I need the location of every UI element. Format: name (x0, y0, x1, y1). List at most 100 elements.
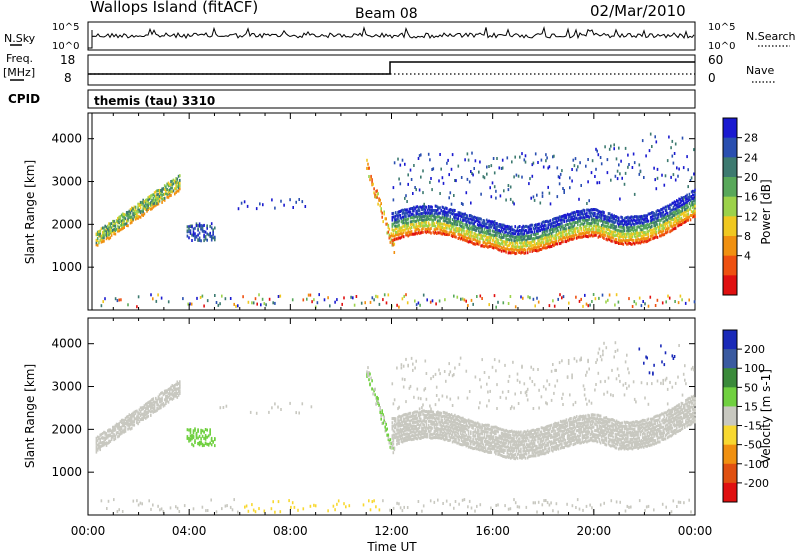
echo-cell (441, 215, 444, 219)
echo-cell (495, 425, 497, 429)
echo-cell (137, 422, 139, 426)
echo-cell (554, 234, 556, 238)
echo-cell (316, 301, 319, 305)
echo-cell (544, 220, 546, 224)
echo-cell (499, 194, 502, 198)
echo-cell (670, 222, 672, 225)
echo-cell (572, 211, 575, 215)
echo-cell (542, 432, 545, 436)
echo-cell (429, 158, 431, 162)
echo-cell (598, 181, 601, 185)
echo-cell (421, 435, 423, 439)
echo-cell (529, 432, 531, 436)
echo-cell (622, 238, 625, 242)
echo-cell (197, 227, 199, 231)
echo-cell (534, 429, 537, 433)
echo-cell (465, 216, 468, 220)
echo-cell (446, 161, 448, 165)
echo-cell (423, 210, 425, 214)
echo-cell (559, 218, 562, 222)
echo-cell (274, 301, 276, 305)
echo-cell (407, 182, 409, 186)
echo-cell (680, 199, 683, 203)
echo-cell (458, 435, 461, 438)
echo-cell (542, 449, 545, 453)
echo-cell (432, 224, 435, 227)
echo-cell (513, 248, 515, 252)
echo-cell (541, 435, 544, 439)
echo-cell (629, 225, 631, 229)
echo-cell (537, 300, 540, 304)
echo-cell (389, 235, 392, 239)
echo-cell (443, 433, 446, 437)
echo-cell (481, 448, 483, 452)
echo-cell (603, 217, 605, 221)
echo-cell (519, 433, 521, 437)
echo-cell (466, 435, 469, 439)
echo-cell (523, 237, 526, 241)
echo-cell (427, 429, 430, 433)
echo-cell (410, 232, 413, 236)
echo-cell (153, 201, 156, 205)
echo-cell (137, 214, 139, 218)
echo-cell (455, 230, 457, 233)
echo-cell (520, 450, 522, 454)
echo-cell (541, 237, 544, 241)
echo-cell (555, 242, 557, 246)
echo-cell (516, 238, 519, 242)
echo-cell (654, 304, 657, 307)
echo-cell (525, 231, 528, 235)
echo-cell (394, 224, 397, 228)
echo-cell (420, 215, 422, 219)
echo-cell (562, 218, 564, 222)
echo-cell (158, 194, 161, 198)
echo-cell (98, 241, 100, 245)
echo-cell (413, 414, 415, 418)
echo-cell (167, 184, 170, 188)
echo-cell (678, 202, 680, 206)
echo-cell (686, 206, 688, 210)
echo-cell (465, 230, 468, 234)
echo-cell (480, 192, 482, 196)
echo-cell (570, 225, 572, 229)
echo-cell (176, 179, 179, 183)
echo-cell (405, 357, 407, 361)
echo-cell (456, 295, 459, 299)
echo-cell (564, 233, 567, 237)
echo-cell (455, 427, 457, 431)
echo-cell (692, 213, 694, 217)
echo-cell (437, 417, 439, 421)
echo-cell (591, 230, 594, 234)
echo-cell (442, 222, 445, 226)
echo-cell (391, 222, 394, 226)
echo-cell (478, 432, 480, 436)
echo-cell (586, 202, 588, 205)
echo-cell (602, 222, 604, 226)
echo-cell (420, 433, 422, 437)
echo-cell (668, 214, 670, 218)
echo-cell (533, 450, 536, 454)
echo-cell (478, 226, 480, 230)
echo-cell (396, 231, 398, 234)
echo-cell (470, 442, 472, 446)
echo-cell (191, 442, 193, 446)
echo-cell (464, 158, 466, 162)
echo-cell (588, 230, 590, 234)
echo-cell (404, 413, 406, 417)
echo-cell (546, 443, 548, 447)
echo-cell (472, 173, 474, 177)
echo-cell (109, 224, 112, 228)
echo-cell (394, 417, 397, 421)
echo-cell (525, 241, 528, 245)
nsky-label: N.Sky (4, 32, 36, 45)
echo-cell (474, 375, 477, 379)
echo-cell (631, 215, 634, 219)
echo-cell (389, 438, 392, 442)
echo-cell (406, 418, 408, 422)
echo-cell (484, 238, 487, 242)
echo-cell (604, 217, 606, 221)
echo-cell (479, 401, 481, 405)
echo-cell (168, 194, 171, 198)
echo-cell (311, 300, 313, 304)
echo-cell (391, 424, 394, 428)
